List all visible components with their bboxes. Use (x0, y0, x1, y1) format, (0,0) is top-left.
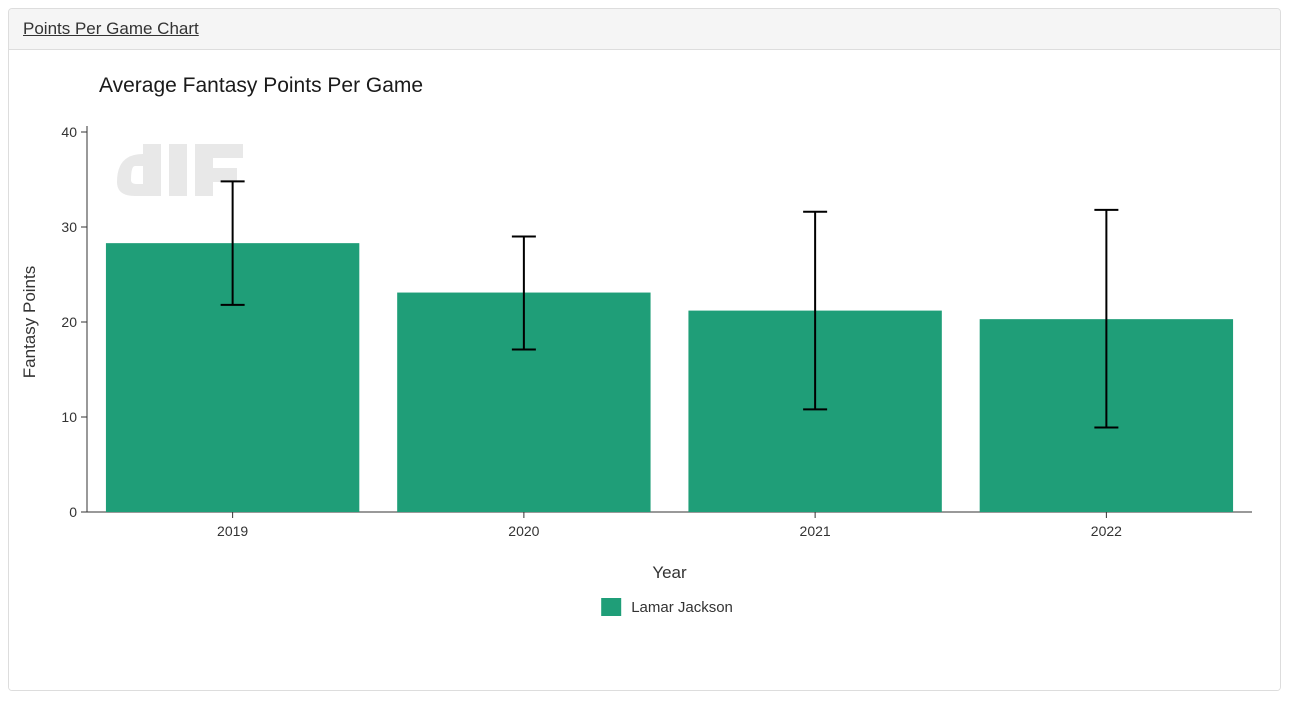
chart-svg: Average Fantasy Points Per Game 0 10 20 30 40… (9, 50, 1281, 690)
x-axis-title: Year (652, 563, 687, 582)
x-tick-label: 2020 (508, 523, 539, 539)
x-tick-label: 2021 (800, 523, 831, 539)
chart-container: Average Fantasy Points Per Game 0 10 20 30 40… (9, 50, 1280, 690)
y-tick-label: 0 (69, 504, 77, 520)
x-tick-label: 2022 (1091, 523, 1122, 539)
y-tick-label: 30 (61, 219, 77, 235)
y-tick-label: 20 (61, 314, 77, 330)
x-tick-label: 2019 (217, 523, 248, 539)
y-tick-label: 10 (61, 409, 77, 425)
y-axis-title: Fantasy Points (20, 266, 39, 378)
y-tick-label: 40 (61, 124, 77, 140)
legend-swatch (601, 598, 621, 616)
panel-header: Points Per Game Chart (9, 9, 1280, 50)
chart-panel: Points Per Game Chart Average Fantasy Po… (8, 8, 1281, 691)
panel-body: Average Fantasy Points Per Game 0 10 20 30 40… (9, 50, 1280, 690)
legend-label: Lamar Jackson (631, 599, 733, 616)
chart-title: Average Fantasy Points Per Game (99, 74, 423, 97)
panel-header-link[interactable]: Points Per Game Chart (23, 19, 199, 38)
